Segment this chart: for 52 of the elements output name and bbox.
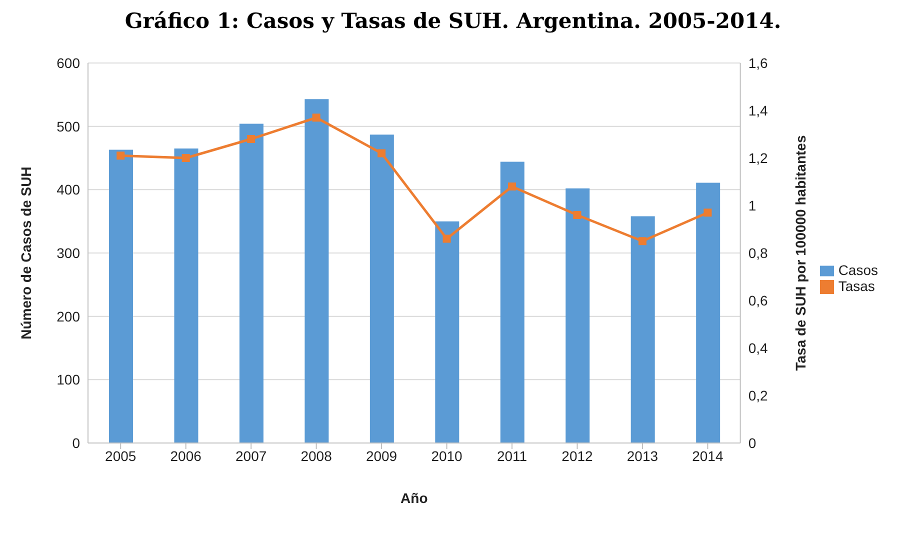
x-tick-label: 2013 <box>626 448 658 464</box>
point <box>378 149 386 158</box>
y2-tick-label: 0,6 <box>748 292 768 308</box>
y-tick-label: 200 <box>56 308 80 324</box>
x-tick-label: 2014 <box>692 448 724 464</box>
chart-title: Gráfico 1: Casos y Tasas de SUH. Argentina. 2005-2014. <box>124 8 782 33</box>
bar <box>500 162 524 443</box>
point <box>442 234 451 243</box>
point <box>704 208 712 217</box>
y2-tick-label: 1 <box>748 197 756 214</box>
y-tick-label: 0 <box>72 434 80 451</box>
x-tick-label: 2011 <box>496 448 528 464</box>
bar <box>109 150 133 443</box>
bar <box>304 99 329 443</box>
y-tick-label: 600 <box>56 54 80 71</box>
bar <box>630 216 655 443</box>
bar <box>239 124 264 443</box>
bar <box>696 182 720 443</box>
y-tick-label: 100 <box>56 372 80 388</box>
y2-tick-label: 1,2 <box>748 150 768 166</box>
legend-label: Casos <box>838 262 878 278</box>
x-tick-label: 2010 <box>431 448 463 464</box>
point <box>312 114 320 122</box>
point <box>638 237 646 246</box>
y2-tick-label: 0,8 <box>748 244 768 261</box>
x-tick-label: 2012 <box>562 448 594 464</box>
bar <box>370 134 394 443</box>
point <box>182 154 190 162</box>
y2-tick-label: 1,6 <box>748 54 768 71</box>
x-tick-label: 2007 <box>236 448 267 464</box>
x-tick-label: 2009 <box>366 448 398 464</box>
point <box>116 152 125 160</box>
point <box>247 135 256 143</box>
y2-tick-label: 1,4 <box>748 102 768 118</box>
y-axis-title: Número de Casos de SUH <box>18 166 34 340</box>
bar <box>566 188 590 443</box>
y2-tick-label: 0,4 <box>748 340 768 356</box>
y2-tick-label: 0,2 <box>748 387 768 404</box>
point <box>573 211 582 219</box>
x-tick-label: 2005 <box>105 448 136 464</box>
y2-axis-title: Tasa de SUH por 100000 habitantes <box>792 135 808 371</box>
y2-tick-label: 0 <box>748 434 756 451</box>
x-axis-title: Año <box>400 490 428 506</box>
legend-label: Tasas <box>838 278 875 294</box>
y-tick-label: 400 <box>56 182 80 198</box>
point <box>508 182 516 190</box>
y-tick-label: 300 <box>56 244 80 261</box>
bar <box>174 148 198 443</box>
y-tick-label: 500 <box>56 118 80 134</box>
bar <box>435 221 460 443</box>
x-tick-label: 2006 <box>170 448 202 464</box>
x-tick-label: 2008 <box>300 448 332 464</box>
